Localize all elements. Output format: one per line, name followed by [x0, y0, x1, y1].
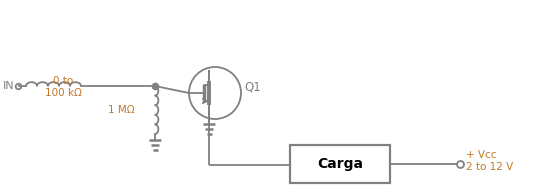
- Text: 0 to
100 kΩ: 0 to 100 kΩ: [45, 76, 82, 98]
- Text: Q1: Q1: [244, 80, 261, 93]
- Text: + Vcc
2 to 12 V: + Vcc 2 to 12 V: [466, 150, 513, 172]
- Text: 1 MΩ: 1 MΩ: [108, 105, 135, 115]
- FancyBboxPatch shape: [290, 145, 390, 183]
- Text: IN: IN: [2, 81, 14, 91]
- Text: Carga: Carga: [317, 157, 363, 171]
